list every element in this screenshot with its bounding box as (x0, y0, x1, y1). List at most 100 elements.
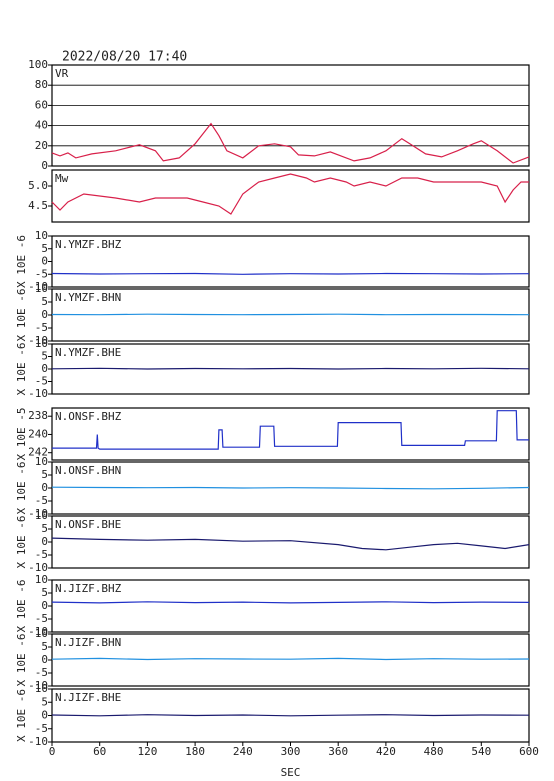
x-tick-label: 240 (233, 745, 253, 758)
y-tick-label: -5 (35, 267, 48, 280)
y-tick-label: 5 (41, 586, 48, 599)
y-tick-label: 10 (35, 509, 48, 522)
y-tick-label: 5 (41, 242, 48, 255)
y-tick-label: -10 (28, 625, 48, 638)
panel-frame (51, 343, 530, 395)
y-tick-label: 0 (41, 535, 48, 548)
panel-label: N.YMZF.BHZ (55, 238, 122, 251)
y-tick-label: 10 (35, 282, 48, 295)
trace-line (51, 714, 530, 717)
y-tick-label: -5 (35, 321, 48, 334)
trace-line (51, 173, 529, 215)
y-tick-label: -5 (35, 666, 48, 679)
y-tick-label: -5 (35, 548, 48, 561)
x-tick-label: 480 (424, 745, 444, 758)
y-axis-label: X 10E -6 (15, 462, 28, 515)
trace-line (51, 313, 530, 316)
y-tick-label: -10 (28, 561, 48, 574)
panel-frame (51, 235, 530, 288)
y-axis-label: X 10E -6 (15, 634, 28, 687)
y-tick-label: 0 (41, 599, 48, 612)
y-tick-label: 0 (41, 481, 48, 494)
y-tick-label: 10 (35, 682, 48, 695)
trace-line (51, 657, 530, 661)
panel-label: VR (55, 67, 69, 80)
x-tick-label: 300 (281, 745, 301, 758)
y-tick-label: -10 (28, 387, 48, 400)
chart-title: 2022/08/20 17:40 (62, 50, 187, 65)
y-tick-label: -10 (28, 280, 48, 293)
x-axis-label: SEC (281, 766, 301, 779)
panel-frame (51, 407, 530, 461)
y-tick-label: 10 (35, 627, 48, 640)
y-tick-label: -5 (35, 612, 48, 625)
y-tick-label: 242 (28, 446, 48, 459)
y-tick-label: 0 (41, 255, 48, 268)
y-tick-label: 20 (35, 139, 48, 152)
y-tick-label: -5 (35, 494, 48, 507)
panel-label: N.ONSF.BHZ (55, 410, 122, 423)
y-axis-label: X 10E -6 (15, 235, 28, 288)
y-tick-label: -10 (28, 679, 48, 692)
y-tick-label: 5 (41, 695, 48, 708)
trace-line (51, 601, 530, 604)
y-tick-label: 0 (41, 308, 48, 321)
panel-frame (51, 515, 530, 569)
y-tick-label: 5 (41, 350, 48, 363)
panel-label: Mw (55, 172, 69, 185)
y-axis-label: X 10E -6 (15, 580, 28, 633)
y-axis-label: X 10E -5 (15, 408, 28, 461)
trace-line (52, 410, 529, 450)
y-tick-label: 4.5 (28, 199, 48, 212)
y-axis-label: X 10E -6 (15, 289, 28, 342)
y-tick-label: 240 (28, 427, 48, 440)
x-tick-label: 360 (328, 745, 348, 758)
x-tick-label: 420 (376, 745, 396, 758)
y-tick-label: 40 (35, 119, 48, 132)
y-tick-label: -10 (28, 334, 48, 347)
y-axis-label: X 10E -6 (15, 689, 28, 742)
y-axis-label: X 10E -6 (15, 516, 28, 569)
y-tick-label: -5 (35, 722, 48, 735)
panel-frame (51, 64, 530, 167)
x-tick-label: 120 (137, 745, 157, 758)
y-tick-label: 238 (28, 409, 48, 422)
x-tick-label: 60 (93, 745, 106, 758)
y-tick-label: -5 (35, 375, 48, 388)
y-axis-label: X 10E -6 (15, 343, 28, 396)
x-tick-label: 540 (471, 745, 491, 758)
y-tick-label: 10 (35, 455, 48, 468)
y-tick-label: 5 (41, 640, 48, 653)
panel-frame (51, 169, 530, 223)
panel-label: N.YMZF.BHN (55, 291, 121, 304)
x-tick-label: 600 (519, 745, 539, 758)
panel-label: N.JIZF.BHN (55, 636, 121, 649)
trace-line (51, 537, 530, 551)
trace-line (51, 486, 530, 490)
panel-label: N.ONSF.BHE (55, 518, 121, 531)
y-tick-label: 0 (41, 159, 48, 172)
y-tick-label: 0 (41, 709, 48, 722)
y-tick-label: 0 (41, 362, 48, 375)
y-tick-label: 5.0 (28, 179, 48, 192)
y-tick-label: 10 (35, 229, 48, 242)
y-tick-label: -10 (28, 735, 48, 748)
y-tick-label: 100 (28, 58, 48, 71)
y-tick-label: 60 (35, 98, 48, 111)
trace-line (51, 272, 530, 275)
y-tick-label: 80 (35, 78, 48, 91)
panel-frame (51, 579, 530, 633)
panel-label: N.ONSF.BHN (55, 464, 121, 477)
panel-label: N.JIZF.BHZ (55, 582, 122, 595)
y-tick-label: 5 (41, 522, 48, 535)
y-tick-label: 0 (41, 653, 48, 666)
y-tick-label: 5 (41, 468, 48, 481)
y-tick-label: 10 (35, 573, 48, 586)
x-tick-label: 0 (49, 745, 56, 758)
x-tick-label: 180 (185, 745, 205, 758)
y-tick-label: -10 (28, 507, 48, 520)
panel-frame (51, 633, 530, 687)
y-tick-label: 10 (35, 337, 48, 350)
panel-label: N.YMZF.BHE (55, 346, 121, 359)
